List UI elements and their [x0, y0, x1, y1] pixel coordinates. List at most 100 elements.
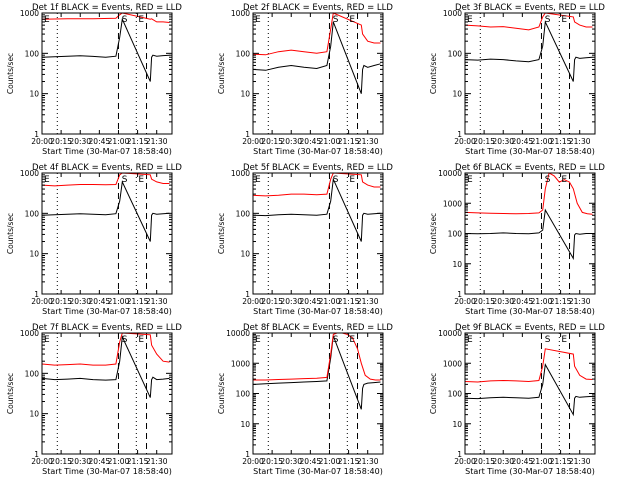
- series-line-lld: [464, 348, 593, 383]
- panel-title: Det 5f BLACK = Events, RED = LLD: [243, 163, 393, 173]
- series-line-events: [464, 20, 593, 82]
- y-tick-label: 10: [240, 90, 250, 99]
- x-tick-label: 20:15: [473, 297, 495, 306]
- y-tick-label: 1: [34, 290, 39, 299]
- y-tick-label: 1: [34, 130, 39, 139]
- y-tick-label: 10000: [438, 329, 462, 338]
- x-tick-label: 21:30: [357, 297, 379, 306]
- panel-title: Det 7f BLACK = Events, RED = LLD: [32, 323, 182, 333]
- x-tick-label: 21:00: [531, 137, 553, 146]
- series-line-events: [41, 335, 170, 398]
- x-tick-label: 20:45: [300, 457, 322, 466]
- y-tick-label: 1: [457, 450, 462, 459]
- marker-label: E: [138, 335, 144, 345]
- x-tick-label: 20:45: [89, 297, 111, 306]
- y-tick-label: 10: [29, 250, 39, 259]
- y-tick-label: 1000: [20, 9, 39, 18]
- marker-label: S: [333, 175, 339, 185]
- panel-1: Det 1f BLACK = Events, RED = LLD Counts/s…: [6, 3, 182, 156]
- y-tick-label: 1: [457, 290, 462, 299]
- y-axis-label: Counts/sec: [429, 373, 438, 414]
- plot-frame: [41, 12, 173, 135]
- x-axis-label: Start Time (30-Mar-07 18:58:40): [42, 307, 172, 316]
- y-tick-label: 1000: [443, 359, 462, 368]
- y-tick-label: 1000: [20, 169, 39, 178]
- y-tick-label: 100: [236, 209, 251, 218]
- y-axis-label: Counts/sec: [6, 53, 15, 94]
- x-axis-label: Start Time (30-Mar-07 18:58:40): [465, 147, 595, 156]
- panel-3: Det 3f BLACK = Events, RED = LLD Counts/s…: [429, 3, 605, 156]
- x-axis-label: Start Time (30-Mar-07 18:58:40): [253, 147, 383, 156]
- x-tick-label: 20:15: [261, 137, 283, 146]
- x-tick-label: 21:00: [108, 457, 130, 466]
- marker-label: E: [349, 15, 355, 25]
- x-tick-label: 20:15: [261, 457, 283, 466]
- x-axis-label: Start Time (30-Mar-07 18:58:40): [42, 147, 172, 156]
- x-tick-label: 21:15: [127, 297, 149, 306]
- panel-title: Det 9f BLACK = Events, RED = LLD: [455, 323, 605, 333]
- y-tick-label: 10: [452, 260, 462, 269]
- panel-7: Det 7f BLACK = Events, RED = LLD Counts/s…: [6, 323, 182, 476]
- series-line-lld: [41, 332, 170, 366]
- marker-label: E: [561, 175, 567, 185]
- y-tick-label: 10: [29, 410, 39, 419]
- plot-frame: [41, 332, 173, 455]
- marker-label: E: [255, 175, 261, 185]
- x-tick-label: 21:30: [357, 137, 379, 146]
- y-tick-label: 10: [29, 90, 39, 99]
- x-tick-label: 21:15: [550, 137, 572, 146]
- panel-2: Det 2f BLACK = Events, RED = LLD Counts/s…: [217, 3, 393, 156]
- marker-label: E: [561, 335, 567, 345]
- y-axis-label: Counts/sec: [6, 213, 15, 254]
- x-tick-label: 20:15: [50, 457, 72, 466]
- x-tick-label: 21:30: [357, 457, 379, 466]
- marker-label: E: [349, 335, 355, 345]
- marker-label: E: [44, 335, 50, 345]
- x-tick-label: 20:45: [300, 297, 322, 306]
- marker-label: E: [255, 15, 261, 25]
- x-tick-label: 21:15: [550, 297, 572, 306]
- series-line-lld: [464, 12, 593, 31]
- x-axis-label: Start Time (30-Mar-07 18:58:40): [465, 467, 595, 476]
- series-line-events: [252, 21, 381, 94]
- plot-frame: [252, 12, 384, 135]
- marker-label: S: [545, 175, 551, 185]
- y-tick-label: 100: [448, 49, 463, 58]
- marker-label: S: [122, 15, 128, 25]
- series-line-events: [41, 180, 170, 242]
- plot-frame: [252, 172, 384, 295]
- x-tick-label: 21:30: [146, 137, 168, 146]
- series-line-events: [252, 335, 381, 410]
- x-tick-label: 21:00: [108, 297, 130, 306]
- panel-5: Det 5f BLACK = Events, RED = LLD Counts/s…: [217, 163, 393, 316]
- x-tick-label: 20:00: [454, 297, 476, 306]
- x-tick-label: 20:45: [89, 137, 111, 146]
- x-tick-label: 21:00: [319, 297, 341, 306]
- series-line-lld: [41, 172, 170, 187]
- x-tick-label: 21:00: [319, 137, 341, 146]
- marker-label: E: [44, 15, 50, 25]
- panel-title: Det 6f BLACK = Events, RED = LLD: [455, 163, 605, 173]
- marker-label: E: [255, 335, 261, 345]
- panel-6: Det 6f BLACK = Events, RED = LLD Counts/s…: [429, 163, 605, 316]
- y-tick-label: 1000: [231, 9, 250, 18]
- panel-title: Det 4f BLACK = Events, RED = LLD: [32, 163, 182, 173]
- x-axis-label: Start Time (30-Mar-07 18:58:40): [253, 467, 383, 476]
- marker-label: E: [467, 15, 473, 25]
- x-tick-label: 20:15: [50, 297, 72, 306]
- y-tick-label: 1000: [231, 169, 250, 178]
- x-tick-label: 21:15: [338, 297, 360, 306]
- x-tick-label: 20:30: [492, 457, 514, 466]
- y-tick-label: 1000: [443, 199, 462, 208]
- x-tick-label: 20:00: [454, 457, 476, 466]
- x-tick-label: 21:00: [108, 137, 130, 146]
- y-axis-label: Counts/sec: [217, 213, 226, 254]
- y-tick-label: 100: [25, 49, 40, 58]
- y-axis-label: Counts/sec: [217, 53, 226, 94]
- x-tick-label: 20:45: [89, 457, 111, 466]
- y-tick-label: 100: [448, 230, 463, 239]
- marker-label: S: [545, 335, 551, 345]
- x-tick-label: 21:15: [338, 457, 360, 466]
- x-tick-label: 21:00: [531, 457, 553, 466]
- x-tick-label: 20:00: [242, 457, 264, 466]
